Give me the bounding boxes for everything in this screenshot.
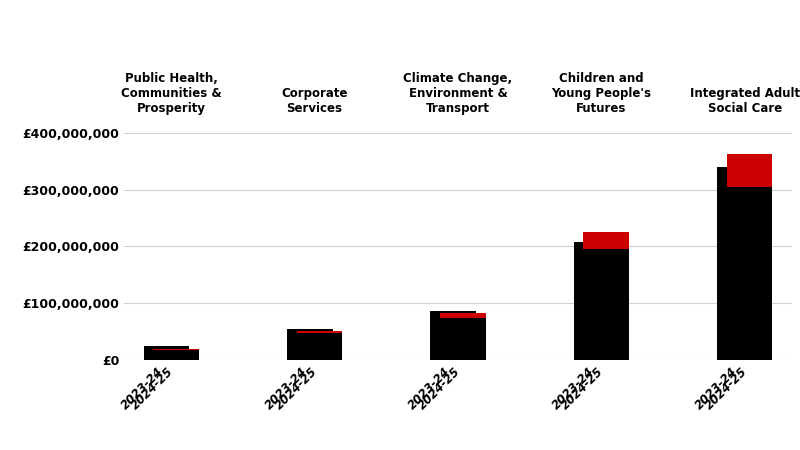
Bar bbox=[297, 333, 342, 360]
Bar bbox=[143, 346, 189, 360]
Bar bbox=[430, 311, 476, 360]
Bar bbox=[297, 331, 342, 333]
Text: Corporate
Services: Corporate Services bbox=[282, 87, 348, 115]
Bar bbox=[717, 167, 762, 360]
Bar bbox=[154, 350, 199, 360]
Text: Public Health,
Communities &
Prosperity: Public Health, Communities & Prosperity bbox=[121, 72, 222, 115]
Bar bbox=[440, 313, 486, 318]
Bar bbox=[440, 318, 486, 360]
Bar bbox=[154, 349, 199, 350]
Bar bbox=[583, 249, 629, 360]
Bar bbox=[727, 154, 773, 187]
Text: Children and
Young People's
Futures: Children and Young People's Futures bbox=[551, 72, 651, 115]
Text: Integrated Adult
Social Care: Integrated Adult Social Care bbox=[690, 87, 800, 115]
Bar bbox=[574, 243, 619, 360]
Bar bbox=[287, 329, 333, 360]
Text: Climate Change,
Environment &
Transport: Climate Change, Environment & Transport bbox=[403, 72, 513, 115]
Bar bbox=[583, 232, 629, 249]
Bar bbox=[727, 187, 773, 360]
